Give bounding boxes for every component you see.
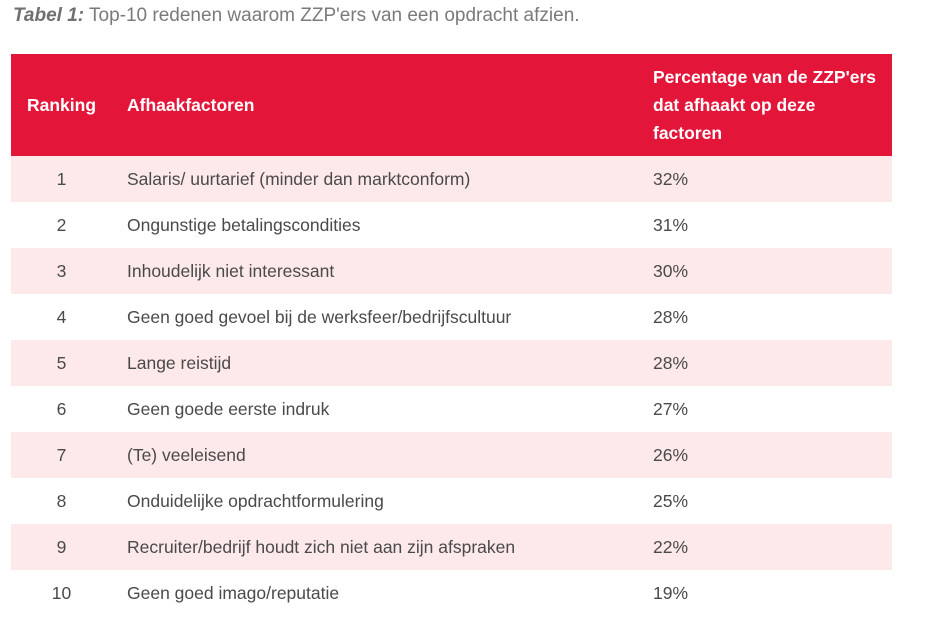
- cell-percentage: 28%: [653, 352, 689, 373]
- header-factor: Afhaakfactoren: [127, 94, 255, 115]
- cell-rank: 4: [56, 306, 67, 327]
- caption-label: Tabel 1:: [13, 5, 85, 26]
- table-row: 9 Recruiter/bedrijf houdt zich niet aan …: [11, 524, 892, 570]
- cell-factor: Geen goed gevoel bij de werksfeer/bedrij…: [127, 306, 512, 327]
- cell-rank: 7: [56, 444, 67, 465]
- ranking-table: Ranking Afhaakfactoren Percentage van de…: [11, 54, 892, 616]
- header-percentage: Percentage van de ZZP'ers dat afhaakt op…: [653, 67, 877, 143]
- table-row: 3 Inhoudelijk niet interessant 30%: [11, 248, 892, 294]
- cell-factor: Onduidelijke opdrachtformulering: [127, 490, 384, 511]
- table-header: Ranking Afhaakfactoren Percentage van de…: [11, 54, 892, 156]
- table-row: 5 Lange reistijd 28%: [11, 340, 892, 386]
- cell-factor: (Te) veeleisend: [127, 444, 246, 465]
- cell-factor: Geen goede eerste indruk: [127, 398, 330, 419]
- cell-rank: 8: [56, 490, 67, 511]
- cell-percentage: 32%: [653, 168, 689, 189]
- cell-factor: Lange reistijd: [127, 352, 232, 373]
- cell-percentage: 27%: [653, 398, 689, 419]
- table-row: 7 (Te) veeleisend 26%: [11, 432, 892, 478]
- cell-factor: Inhoudelijk niet interessant: [127, 260, 335, 281]
- cell-rank: 10: [51, 582, 72, 603]
- cell-rank: 6: [56, 398, 67, 419]
- cell-percentage: 22%: [653, 536, 689, 557]
- cell-rank: 2: [56, 214, 67, 235]
- cell-rank: 5: [56, 352, 67, 373]
- cell-factor: Geen goed imago/reputatie: [127, 582, 340, 603]
- cell-rank: 1: [56, 168, 67, 189]
- header-ranking: Ranking: [26, 94, 97, 115]
- cell-factor: Salaris/ uurtarief (minder dan marktconf…: [127, 168, 471, 189]
- table-row: 10 Geen goed imago/reputatie 19%: [11, 570, 892, 616]
- cell-factor: Ongunstige betalingscondities: [127, 214, 361, 235]
- table-row: 6 Geen goede eerste indruk 27%: [11, 386, 892, 432]
- cell-percentage: 28%: [653, 306, 689, 327]
- cell-percentage: 25%: [653, 490, 689, 511]
- cell-factor: Recruiter/bedrijf houdt zich niet aan zi…: [127, 536, 516, 557]
- table-row: 8 Onduidelijke opdrachtformulering 25%: [11, 478, 892, 524]
- cell-rank: 3: [56, 260, 67, 281]
- table-caption: Tabel 1: Top-10 redenen waarom ZZP'ers v…: [13, 5, 580, 27]
- table-row: 1 Salaris/ uurtarief (minder dan marktco…: [11, 156, 892, 202]
- cell-percentage: 19%: [653, 582, 689, 603]
- table-row: 2 Ongunstige betalingscondities 31%: [11, 202, 892, 248]
- cell-rank: 9: [56, 536, 67, 557]
- caption-text: Top-10 redenen waarom ZZP'ers van een op…: [84, 5, 580, 26]
- cell-percentage: 26%: [653, 444, 689, 465]
- cell-percentage: 30%: [653, 260, 689, 281]
- table-row: 4 Geen goed gevoel bij de werksfeer/bedr…: [11, 294, 892, 340]
- cell-percentage: 31%: [653, 214, 689, 235]
